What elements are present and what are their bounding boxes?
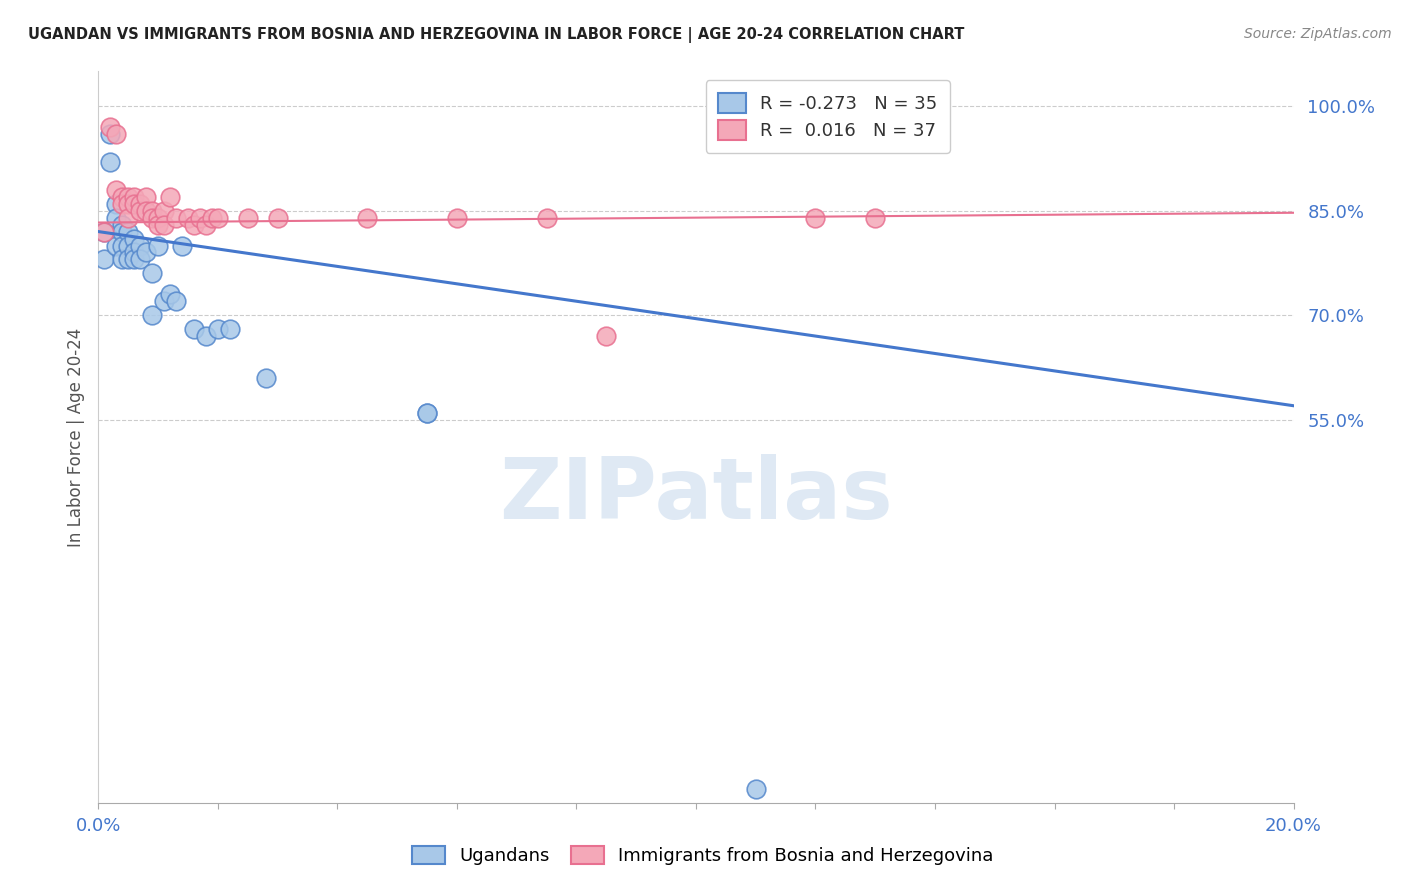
Point <box>111 225 134 239</box>
Point <box>105 211 128 225</box>
Point <box>129 252 152 267</box>
Point <box>117 196 139 211</box>
Point <box>188 211 211 225</box>
Point <box>93 252 115 267</box>
Point <box>135 203 157 218</box>
Point <box>416 406 439 420</box>
Point <box>267 211 290 225</box>
Point <box>135 245 157 260</box>
Point <box>129 203 152 218</box>
Point <box>194 218 218 232</box>
Text: Source: ZipAtlas.com: Source: ZipAtlas.com <box>1244 27 1392 41</box>
Point <box>117 238 139 252</box>
Point <box>153 203 176 218</box>
Point <box>105 238 128 252</box>
Point <box>153 218 176 232</box>
Text: ZIPatlas: ZIPatlas <box>499 454 893 537</box>
Point <box>93 225 115 239</box>
Point <box>98 155 122 169</box>
Point <box>105 196 128 211</box>
Point <box>804 211 827 225</box>
Point <box>165 211 187 225</box>
Point <box>183 218 205 232</box>
Point <box>124 196 146 211</box>
Point <box>356 211 378 225</box>
Point <box>135 190 157 204</box>
Point <box>207 211 229 225</box>
Point <box>159 287 181 301</box>
Point <box>124 190 146 204</box>
Point <box>98 120 122 134</box>
Point <box>148 238 170 252</box>
Point <box>111 252 134 267</box>
Point <box>177 211 200 225</box>
Point <box>117 190 139 204</box>
Point <box>446 211 468 225</box>
Point <box>236 211 259 225</box>
Text: UGANDAN VS IMMIGRANTS FROM BOSNIA AND HERZEGOVINA IN LABOR FORCE | AGE 20-24 COR: UGANDAN VS IMMIGRANTS FROM BOSNIA AND HE… <box>28 27 965 43</box>
Point <box>141 203 163 218</box>
Point <box>254 371 277 385</box>
Point <box>141 211 163 225</box>
Point <box>117 225 139 239</box>
Point <box>148 211 170 225</box>
Point <box>141 308 163 322</box>
Point <box>172 238 194 252</box>
Point <box>93 225 115 239</box>
Point <box>111 190 134 204</box>
Point <box>183 322 205 336</box>
Point <box>129 238 152 252</box>
Point <box>141 266 163 280</box>
Point <box>745 781 768 796</box>
Point <box>536 211 558 225</box>
Point <box>117 211 139 225</box>
Legend: Ugandans, Immigrants from Bosnia and Herzegovina: Ugandans, Immigrants from Bosnia and Her… <box>404 837 1002 874</box>
Point <box>111 196 134 211</box>
Point <box>129 196 152 211</box>
Point <box>159 190 181 204</box>
Point <box>111 218 134 232</box>
Point <box>207 322 229 336</box>
Point <box>165 294 187 309</box>
Point <box>124 252 146 267</box>
Legend: R = -0.273   N = 35, R =  0.016   N = 37: R = -0.273 N = 35, R = 0.016 N = 37 <box>706 80 950 153</box>
Point <box>416 406 439 420</box>
Point <box>148 218 170 232</box>
Point <box>219 322 242 336</box>
Point <box>111 238 134 252</box>
Point <box>124 231 146 245</box>
Point <box>124 245 146 260</box>
Y-axis label: In Labor Force | Age 20-24: In Labor Force | Age 20-24 <box>66 327 84 547</box>
Point <box>153 294 176 309</box>
Point <box>105 127 128 141</box>
Point <box>201 211 224 225</box>
Point <box>105 183 128 197</box>
Point <box>98 127 122 141</box>
Point <box>595 329 617 343</box>
Point <box>117 252 139 267</box>
Point <box>865 211 887 225</box>
Point <box>194 329 218 343</box>
